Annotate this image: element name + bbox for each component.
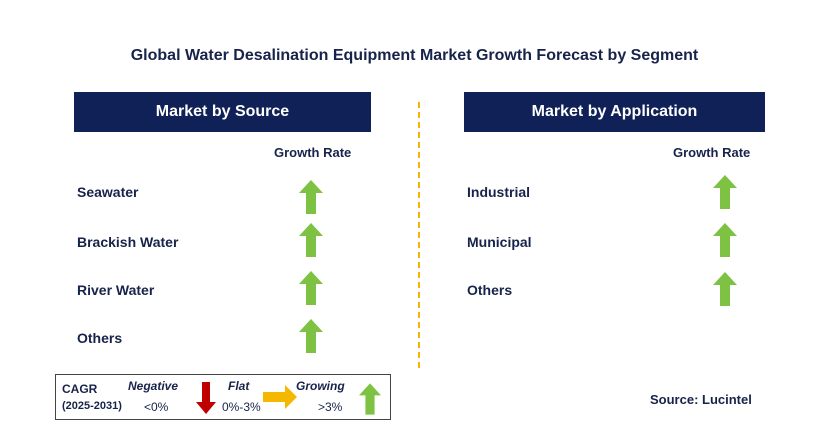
application-growth-rate-label: Growth Rate: [673, 145, 751, 160]
source-row-river-water: River Water: [77, 282, 155, 298]
flat-arrow-icon: [263, 385, 297, 409]
growing-arrow-icon: [713, 272, 737, 306]
growing-arrow-icon: [713, 175, 737, 209]
source-row-brackish-water: Brackish Water: [77, 234, 179, 250]
legend-negative-range: <0%: [144, 400, 169, 414]
growing-arrow-icon: [299, 180, 323, 214]
application-row-industrial: Industrial: [467, 184, 531, 200]
growing-arrow-icon: [713, 223, 737, 257]
application-row-municipal: Municipal: [467, 234, 532, 250]
application-header: Market by Application: [464, 92, 765, 132]
source-credit: Source: Lucintel: [650, 392, 752, 407]
legend-flat-label: Flat: [228, 379, 250, 393]
legend-period: (2025-2031): [62, 400, 122, 412]
source-row-others: Others: [77, 330, 123, 346]
cagr-legend: CAGR (2025-2031) Negative <0% Flat 0%-3%…: [55, 374, 391, 420]
growing-arrow-icon: [359, 383, 381, 415]
legend-cagr-label: CAGR: [62, 382, 98, 396]
legend-negative-label: Negative: [128, 379, 179, 393]
legend-growing-range: >3%: [318, 400, 343, 414]
negative-arrow-icon: [196, 382, 216, 414]
legend-flat-range: 0%-3%: [222, 400, 261, 414]
source-header: Market by Source: [74, 92, 371, 132]
source-growth-rate-label: Growth Rate: [274, 145, 352, 160]
chart-title: Global Water Desalination Equipment Mark…: [130, 47, 699, 64]
panel-divider: [418, 102, 420, 368]
source-row-seawater: Seawater: [77, 184, 139, 200]
growing-arrow-icon: [299, 223, 323, 257]
application-row-others: Others: [467, 282, 513, 298]
legend-growing-label: Growing: [296, 379, 345, 393]
growing-arrow-icon: [299, 319, 323, 353]
growing-arrow-icon: [299, 271, 323, 305]
